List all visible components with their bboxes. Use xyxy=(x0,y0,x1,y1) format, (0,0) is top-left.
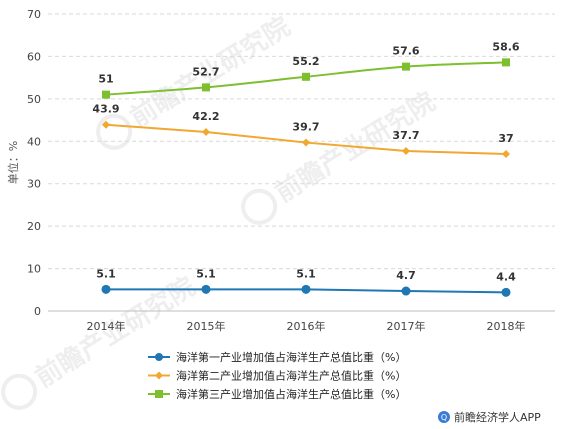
source-logo-glyph: Q xyxy=(441,413,447,422)
series-3: 51 52.7 55.2 57.6 58.6 xyxy=(98,40,520,99)
data-point xyxy=(302,72,310,81)
x-axis: 2014年 2015年 2016年 2017年 2018年 xyxy=(48,310,555,333)
legend-label: 海洋第二产业增加值占海洋生产总值比重（%） xyxy=(176,369,406,383)
legend-marker-icon xyxy=(155,390,163,398)
watermark-logo-icon xyxy=(241,188,278,225)
y-tick-label: 70 xyxy=(27,8,41,21)
data-label: 5.1 xyxy=(296,267,316,280)
legend-marker-icon xyxy=(155,371,163,380)
data-point xyxy=(301,284,311,294)
data-label: 51 xyxy=(98,73,113,86)
data-label: 5.1 xyxy=(96,267,116,280)
data-label: 58.6 xyxy=(492,40,519,53)
x-tick-label: 2016年 xyxy=(287,319,326,333)
x-tick-label: 2015年 xyxy=(187,319,226,333)
x-tick-label: 2017年 xyxy=(387,319,426,333)
source-credit: Q 前瞻经济学人APP xyxy=(438,410,541,424)
x-tick-label: 2018年 xyxy=(487,319,526,333)
data-point xyxy=(501,287,511,297)
y-tick-label: 50 xyxy=(27,93,41,106)
series-2: 43.9 42.2 39.7 37.7 37 xyxy=(92,103,514,159)
data-label: 42.2 xyxy=(192,110,219,123)
watermark-logo-icon xyxy=(1,373,38,410)
x-tick-label: 2014年 xyxy=(87,319,126,333)
data-point xyxy=(302,138,310,147)
source-logo-icon xyxy=(438,411,450,423)
series-layer: 5.1 5.1 5.1 4.7 4.443.942.239.737.7 375152.75… xyxy=(92,40,520,297)
data-point xyxy=(202,83,210,92)
data-label: 37.7 xyxy=(392,129,419,142)
series-1: 5.1 5.1 5.1 4.7 4.4 xyxy=(96,267,516,297)
data-label: 55.2 xyxy=(292,55,319,68)
legend-item-2: 海洋第二产业增加值占海洋生产总值比重（%） xyxy=(148,369,406,383)
y-axis: 0 10 20 30 40 50 60 70 xyxy=(27,8,41,318)
data-point xyxy=(102,120,110,129)
y-tick-label: 20 xyxy=(27,220,41,233)
data-label: 57.6 xyxy=(392,45,419,58)
data-point xyxy=(201,284,211,294)
data-label: 52.7 xyxy=(192,65,219,78)
data-point xyxy=(101,284,111,294)
data-label: 39.7 xyxy=(292,121,319,134)
y-tick-label: 40 xyxy=(27,135,41,148)
data-label: 37 xyxy=(498,132,513,145)
data-point xyxy=(102,90,110,99)
data-point xyxy=(502,150,510,159)
legend-label: 海洋第一产业增加值占海洋生产总值比重（%） xyxy=(176,350,406,364)
data-point xyxy=(402,62,410,71)
data-label: 5.1 xyxy=(196,267,216,280)
data-point xyxy=(502,58,510,67)
data-point xyxy=(401,286,411,296)
source-text: 前瞻经济学人APP xyxy=(454,410,541,424)
legend-item-3: 海洋第三产业增加值占海洋生产总值比重（%） xyxy=(148,387,406,401)
legend-marker-icon xyxy=(155,353,163,361)
y-tick-label: 0 xyxy=(34,305,41,318)
data-label: 4.4 xyxy=(496,270,516,283)
watermark: 前瞻产业研究院 xyxy=(1,271,201,410)
data-label: 43.9 xyxy=(92,103,119,116)
legend-label: 海洋第三产业增加值占海洋生产总值比重（%） xyxy=(176,387,406,401)
legend: 海洋第一产业增加值占海洋生产总值比重（%） 海洋第二产业增加值占海洋生产总值比重（… xyxy=(148,350,406,401)
legend-item-1: 海洋第一产业增加值占海洋生产总值比重（%） xyxy=(148,350,406,364)
y-axis-label: 单位：% xyxy=(6,141,20,184)
watermark: 前瞻产业研究院 xyxy=(241,86,441,225)
y-tick-label: 10 xyxy=(27,263,41,276)
data-label: 4.7 xyxy=(396,269,416,282)
y-tick-label: 60 xyxy=(27,50,41,63)
watermark-logo-icon xyxy=(96,113,133,150)
data-point xyxy=(402,147,410,156)
y-tick-label: 30 xyxy=(27,178,41,191)
data-point xyxy=(202,127,210,136)
